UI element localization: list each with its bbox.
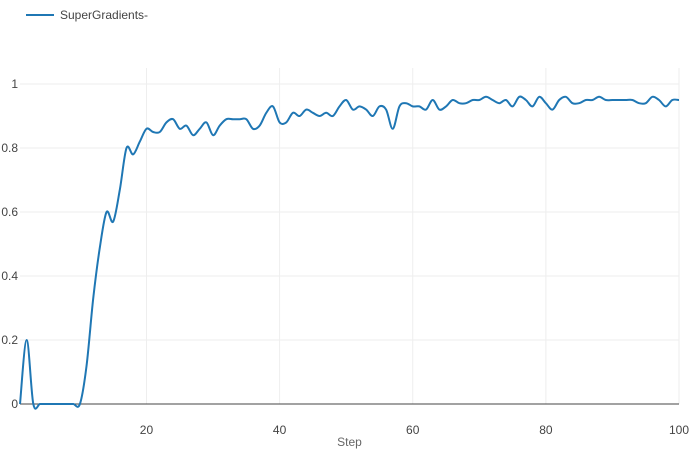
grid-lines (20, 68, 680, 404)
y-tick-label: 0.4 (1, 269, 18, 283)
y-tick-label: 0.2 (1, 333, 18, 347)
tick-labels: 0 0.2 0.4 0.6 0.8 1 20 40 60 80 100 (1, 77, 689, 437)
y-tick-label: 0 (11, 397, 18, 411)
x-tick-label: 40 (273, 423, 287, 437)
x-tick-label: 20 (140, 423, 154, 437)
legend[interactable]: SuperGradients- (26, 8, 148, 22)
y-tick-label: 1 (11, 77, 18, 91)
x-tick-label: 80 (539, 423, 553, 437)
series-layer (19, 95, 680, 410)
y-tick-label: 0.8 (1, 141, 18, 155)
x-tick-label: 60 (406, 423, 420, 437)
series-line (19, 95, 680, 410)
y-tick-label: 0.6 (1, 205, 18, 219)
x-axis-title: Step (337, 435, 362, 449)
x-tick-label: 100 (669, 423, 689, 437)
legend-label: SuperGradients- (60, 8, 148, 22)
